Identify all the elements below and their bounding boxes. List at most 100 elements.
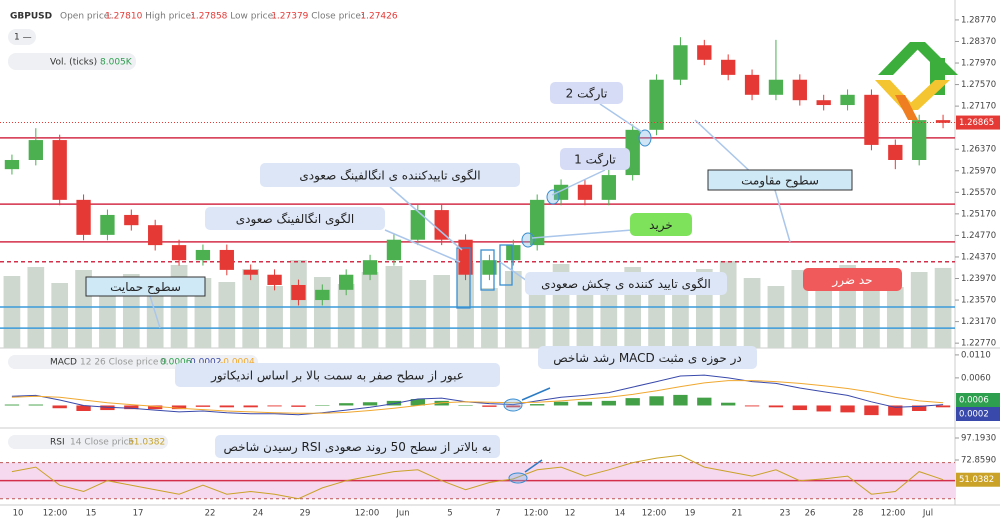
histogram-bar	[362, 402, 378, 406]
histogram-bar	[506, 405, 521, 408]
annotation-box	[538, 346, 757, 369]
value-tag-label: 0.0006	[959, 396, 989, 406]
value-tag	[956, 115, 1000, 130]
candle-body	[362, 260, 378, 275]
volume-bar	[146, 287, 164, 348]
y-tick-label: 72.8590	[961, 455, 996, 465]
interval-chip	[8, 29, 36, 45]
x-tick-label: 12:00	[881, 509, 906, 519]
candle-body	[744, 74, 760, 95]
histogram-bar	[912, 405, 927, 411]
macd-line	[11, 374, 944, 416]
annotation: عبور از سطح صفر به سمت بالا بر اساس اندی…	[210, 369, 464, 384]
volume-bar	[934, 267, 952, 348]
annotation-box	[550, 82, 623, 104]
x-tick-label: 19	[685, 509, 696, 519]
histogram-bar	[721, 402, 736, 406]
volume-bar	[218, 282, 236, 348]
field-value: 1.27379	[271, 12, 308, 22]
candle-body	[386, 239, 402, 261]
histogram-bar	[864, 405, 879, 416]
annotation-box	[630, 213, 692, 236]
volume-bar	[51, 283, 69, 348]
x-tick-label: 28	[853, 509, 864, 519]
x-tick-label: 17	[133, 509, 144, 519]
volume-bar	[409, 280, 427, 348]
annotation: الگوی تاییدکننده ی انگالفینگ صعودی	[299, 169, 480, 184]
y-tick-label: 1.22770	[961, 339, 996, 349]
histogram-bar	[530, 404, 545, 406]
pattern-box	[456, 247, 471, 309]
candle-body	[100, 214, 115, 235]
histogram-bar	[28, 404, 43, 406]
volume-bar	[743, 278, 761, 348]
annotation-box	[260, 163, 520, 187]
x-tick-label: 26	[805, 509, 816, 519]
candle-body	[935, 120, 951, 123]
candle-body	[697, 45, 712, 60]
annotation: رشد شاخص MACD در حوزه ی مثبت	[553, 351, 742, 366]
histogram-bar	[553, 401, 569, 406]
annotation-box	[215, 435, 500, 458]
y-tick-label: 1.23970	[961, 274, 996, 284]
candle-body	[267, 274, 282, 285]
legend-chip	[8, 53, 136, 70]
x-tick-label: 12:00	[355, 509, 380, 519]
volume-bar	[337, 284, 355, 348]
candle-body	[76, 199, 91, 235]
legend-value: 0.0006	[160, 358, 192, 368]
candle-body	[506, 245, 521, 261]
histogram-bar	[76, 405, 91, 411]
histogram-bar	[52, 405, 67, 409]
candle-body	[410, 210, 425, 240]
candle-body	[482, 260, 497, 275]
x-tick-label: Jul	[922, 509, 933, 519]
candle-body	[124, 214, 139, 226]
pointer	[384, 229, 461, 263]
x-tick-label: 7	[495, 509, 500, 519]
y-tick-label: 1.26370	[961, 145, 996, 155]
histogram-bar	[744, 405, 760, 407]
x-tick-label: 23	[780, 509, 791, 519]
histogram-bar	[649, 396, 664, 406]
value-tag-label: 51.0382	[959, 475, 994, 485]
annotation-box	[803, 268, 902, 291]
y-tick-label: 1.23170	[961, 317, 996, 327]
annotation: تارگت 2	[566, 87, 608, 102]
value-tag	[956, 472, 1000, 487]
indicator-params: 12 26 Close price 9	[80, 358, 167, 368]
annotation: حد ضرر	[831, 273, 872, 288]
legend-value: -0.0004	[220, 358, 255, 368]
volume-bar	[504, 271, 522, 348]
pointer	[774, 189, 791, 243]
histogram-bar	[482, 405, 497, 407]
field-value: 1.27426	[360, 12, 397, 22]
highlight-circle	[503, 398, 523, 412]
candle-body	[816, 100, 831, 106]
indicator-params: 14 Close price	[70, 438, 135, 448]
candle-body	[339, 274, 354, 290]
value-tag-label: 0.0002	[959, 410, 989, 420]
legend-value: 0.0002	[190, 358, 222, 368]
x-tick-label: 12:00	[43, 509, 68, 519]
volume-bar	[815, 279, 833, 348]
histogram-bar	[124, 405, 139, 410]
candle-body	[219, 249, 234, 270]
histogram-bar	[458, 405, 473, 406]
field-label: Low price:	[230, 12, 276, 22]
histogram-bar	[816, 405, 831, 412]
annotation-box	[175, 363, 500, 387]
candle-body	[888, 144, 903, 160]
y-tick-label: 1.28770	[961, 15, 996, 25]
arrow	[524, 459, 543, 473]
annotation: سطوح حمایت	[110, 280, 181, 295]
y-tick-label: 1.27170	[961, 102, 996, 112]
highlight-circle	[638, 129, 652, 147]
candle-body	[912, 120, 927, 160]
histogram-bar	[673, 394, 688, 406]
volume-bar	[672, 282, 689, 348]
volume-bar	[767, 286, 785, 348]
annotation: رسیدن شاخص RSI به بالاتر از سطح 50 روند …	[223, 440, 491, 455]
candle-body	[148, 225, 163, 246]
volume-bar	[886, 287, 904, 348]
